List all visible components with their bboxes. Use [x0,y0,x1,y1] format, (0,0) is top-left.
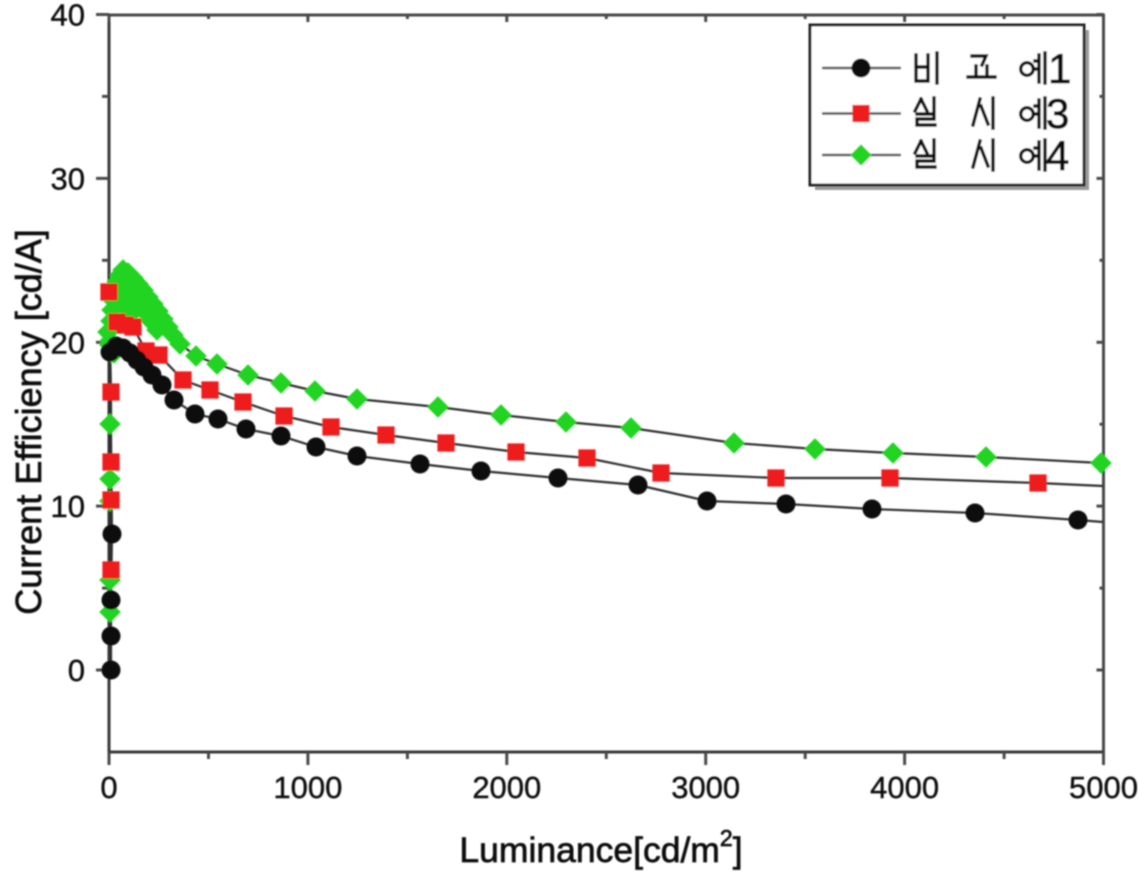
svg-text:Luminance[cd/m2]: Luminance[cd/m2] [459,825,742,870]
svg-text:40: 40 [51,0,85,33]
svg-text:1: 1 [1048,45,1071,92]
svg-text:3: 3 [1046,90,1069,137]
svg-text:5000: 5000 [1069,770,1138,805]
svg-text:Current Efficiency [cd/A]: Current Efficiency [cd/A] [8,229,49,615]
svg-text:2000: 2000 [472,770,541,805]
svg-text:10: 10 [51,489,85,524]
svg-text:20: 20 [51,325,85,360]
svg-text:4: 4 [1046,132,1069,179]
svg-text:1000: 1000 [273,770,342,805]
svg-text:30: 30 [51,161,85,196]
svg-text:4000: 4000 [870,770,939,805]
svg-text:0: 0 [100,770,117,805]
svg-text:3000: 3000 [671,770,740,805]
svg-text:0: 0 [68,653,85,688]
